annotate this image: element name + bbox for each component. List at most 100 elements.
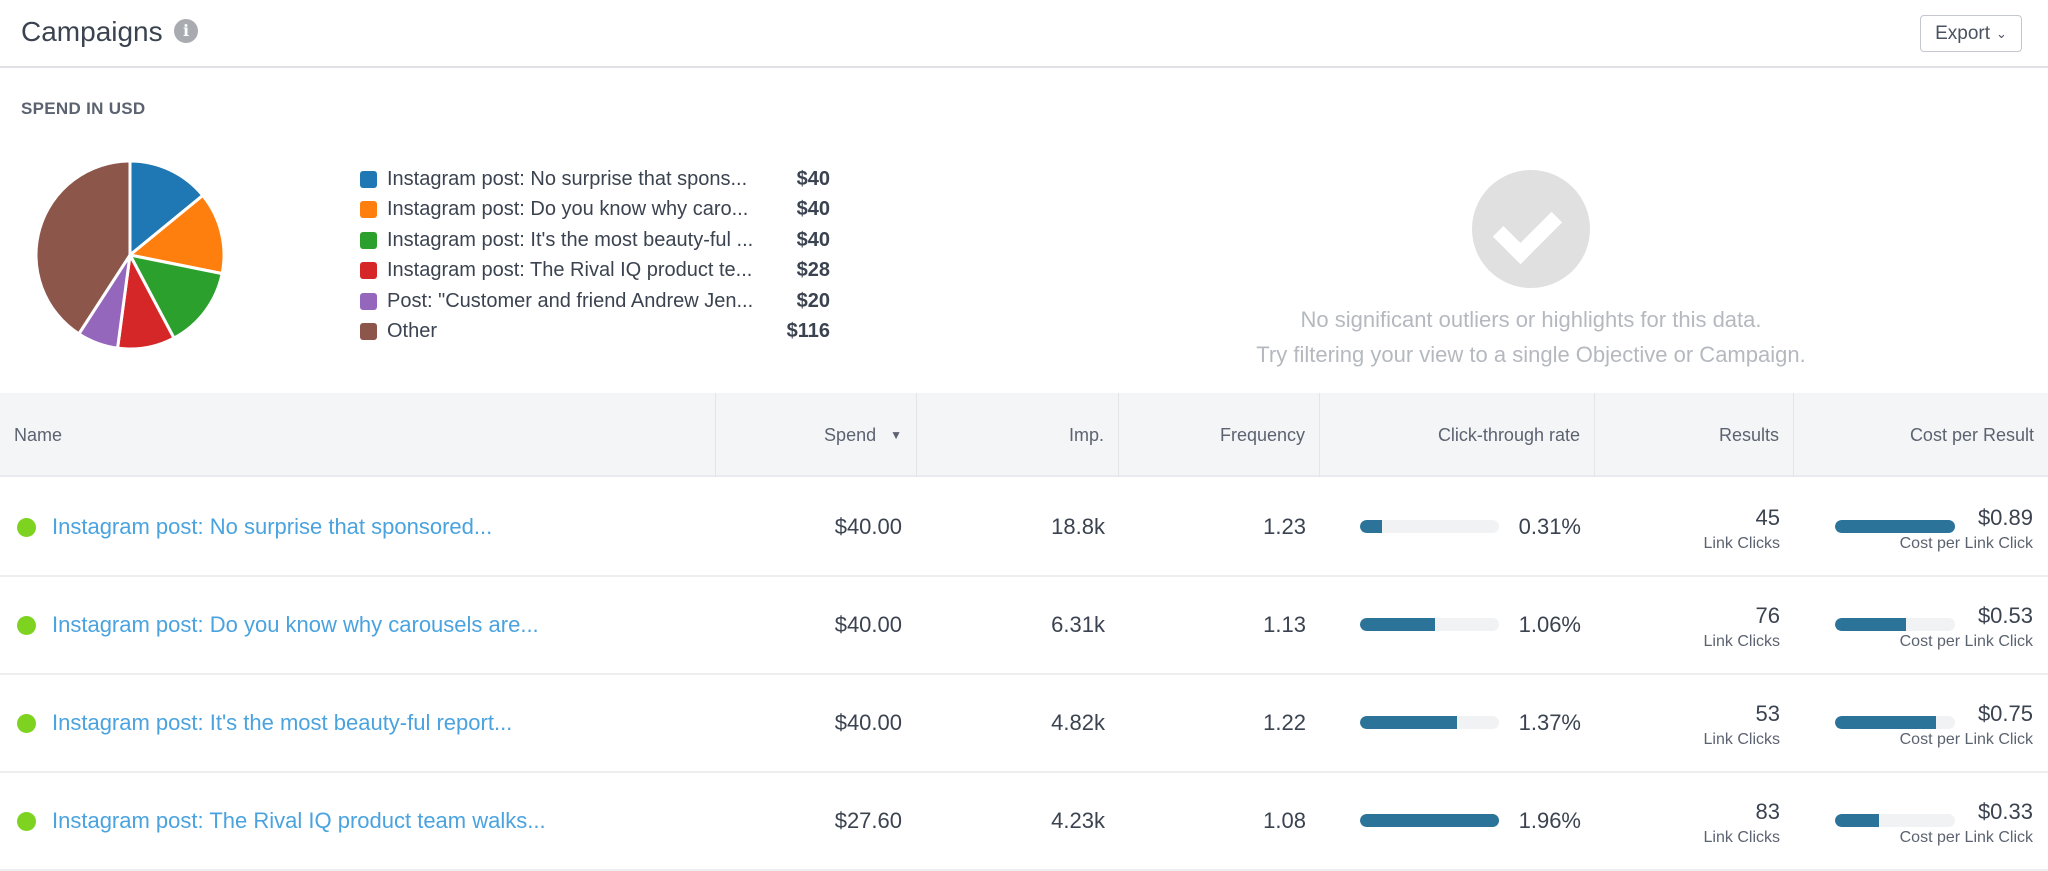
legend-item[interactable]: Post: "Customer and friend Andrew Jen...… bbox=[360, 286, 830, 317]
cost-per-result-value: $0.89 bbox=[1977, 505, 2033, 530]
info-icon[interactable]: i bbox=[174, 19, 198, 43]
legend-swatch bbox=[360, 292, 377, 310]
legend-value: $20 bbox=[796, 289, 830, 312]
page-header: Campaigns i Export ⌄ bbox=[0, 0, 2048, 68]
status-active-icon bbox=[17, 518, 36, 537]
legend-value: $40 bbox=[796, 228, 830, 251]
check-circle-icon bbox=[1472, 170, 1590, 288]
cost-per-result-value: $0.33 bbox=[1977, 799, 2033, 824]
spend-value: $27.60 bbox=[834, 808, 902, 833]
status-active-icon bbox=[17, 616, 36, 635]
ctr-bar bbox=[1360, 814, 1499, 827]
spend-value: $40.00 bbox=[834, 612, 902, 637]
status-active-icon bbox=[17, 812, 36, 831]
frequency-value: 1.22 bbox=[1263, 710, 1306, 735]
results-label: Link Clicks bbox=[1703, 731, 1780, 748]
column-results[interactable]: Results bbox=[1595, 393, 1794, 477]
ctr-value: 1.37% bbox=[1518, 710, 1581, 735]
legend-item[interactable]: Instagram post: The Rival IQ product te.… bbox=[360, 256, 830, 287]
table-row: Instagram post: No surprise that sponsor… bbox=[0, 479, 2048, 577]
legend-label: Post: "Customer and friend Andrew Jen... bbox=[387, 289, 754, 312]
cost-bar bbox=[1835, 814, 1955, 827]
legend-value: $116 bbox=[786, 320, 830, 343]
cost-bar bbox=[1835, 520, 1955, 533]
no-highlights-message: No significant outliers or highlights fo… bbox=[1100, 170, 1962, 372]
legend-item[interactable]: Other $116 bbox=[360, 317, 830, 348]
ctr-value: 1.06% bbox=[1518, 612, 1581, 637]
column-name[interactable]: Name bbox=[0, 393, 716, 477]
ctr-value: 0.31% bbox=[1518, 514, 1581, 539]
sort-desc-icon: ▼ bbox=[890, 428, 902, 442]
campaign-link[interactable]: Instagram post: Do you know why carousel… bbox=[52, 612, 539, 637]
legend-swatch bbox=[360, 231, 377, 249]
impressions-value: 18.8k bbox=[1051, 514, 1105, 539]
pie-slice[interactable] bbox=[127, 252, 224, 341]
table-row: Instagram post: It's the most beauty-ful… bbox=[0, 675, 2048, 773]
ctr-value: 1.96% bbox=[1518, 808, 1581, 833]
legend-swatch bbox=[360, 323, 377, 341]
column-impressions[interactable]: Imp. bbox=[917, 393, 1119, 477]
legend-label: Instagram post: It's the most beauty-ful… bbox=[387, 228, 754, 251]
legend-swatch bbox=[360, 170, 377, 188]
table-row: Instagram post: The Rival IQ product tea… bbox=[0, 773, 2048, 871]
campaign-link[interactable]: Instagram post: It's the most beauty-ful… bbox=[52, 710, 513, 735]
cost-per-result-value: $0.75 bbox=[1977, 701, 2033, 726]
legend-item[interactable]: Instagram post: No surprise that spons..… bbox=[360, 164, 830, 195]
legend-label: Instagram post: Do you know why caro... bbox=[387, 198, 749, 221]
status-active-icon bbox=[17, 714, 36, 733]
results-label: Link Clicks bbox=[1703, 829, 1780, 846]
spend-chart-title: SPEND IN USD bbox=[21, 99, 146, 118]
legend-item[interactable]: Instagram post: Do you know why caro... $… bbox=[360, 195, 830, 226]
cost-per-result-label: Cost per Link Click bbox=[1899, 535, 2033, 552]
cost-per-result-label: Cost per Link Click bbox=[1899, 829, 2033, 846]
results-value: 45 bbox=[1755, 505, 1780, 530]
pie-slice[interactable] bbox=[34, 159, 132, 336]
results-value: 53 bbox=[1755, 701, 1780, 726]
frequency-value: 1.13 bbox=[1263, 612, 1306, 637]
impressions-value: 4.23k bbox=[1051, 808, 1105, 833]
chevron-down-icon: ⌄ bbox=[1996, 25, 2007, 41]
frequency-value: 1.08 bbox=[1263, 808, 1306, 833]
legend-value: $40 bbox=[796, 198, 830, 221]
export-button[interactable]: Export ⌄ bbox=[1920, 15, 2022, 52]
ctr-bar bbox=[1360, 716, 1499, 729]
impressions-value: 4.82k bbox=[1051, 710, 1105, 735]
spend-value: $40.00 bbox=[834, 514, 902, 539]
column-ctr[interactable]: Click-through rate bbox=[1320, 393, 1595, 477]
column-frequency[interactable]: Frequency bbox=[1119, 393, 1320, 477]
cost-per-result-label: Cost per Link Click bbox=[1899, 731, 2033, 748]
cost-per-result-value: $0.53 bbox=[1977, 603, 2033, 628]
pie-legend: Instagram post: No surprise that spons..… bbox=[360, 164, 830, 347]
page-title: Campaigns bbox=[21, 16, 163, 47]
export-label: Export bbox=[1935, 22, 1990, 44]
cost-bar bbox=[1835, 618, 1955, 631]
campaign-link[interactable]: Instagram post: No surprise that sponsor… bbox=[52, 514, 493, 539]
legend-value: $40 bbox=[796, 167, 830, 190]
frequency-value: 1.23 bbox=[1263, 514, 1306, 539]
table-header: Name Spend ▼ Imp. Frequency Click-through… bbox=[0, 393, 2048, 477]
results-value: 76 bbox=[1755, 603, 1780, 628]
campaign-link[interactable]: Instagram post: The Rival IQ product tea… bbox=[52, 808, 546, 833]
column-cost-per-result[interactable]: Cost per Result bbox=[1909, 424, 2034, 445]
ctr-bar bbox=[1360, 618, 1499, 631]
empty-line-2: Try filtering your view to a single Obje… bbox=[1256, 342, 1806, 367]
results-label: Link Clicks bbox=[1703, 535, 1780, 552]
legend-label: Instagram post: The Rival IQ product te.… bbox=[387, 259, 753, 282]
table-row: Instagram post: Do you know why carousel… bbox=[0, 577, 2048, 675]
legend-label: Instagram post: No surprise that spons..… bbox=[387, 167, 748, 190]
legend-item[interactable]: Instagram post: It's the most beauty-ful… bbox=[360, 225, 830, 256]
column-spend[interactable]: Spend ▼ bbox=[716, 393, 917, 477]
spend-value: $40.00 bbox=[834, 710, 902, 735]
pie-slice[interactable] bbox=[128, 159, 205, 259]
pie-slice[interactable] bbox=[126, 193, 226, 276]
legend-value: $28 bbox=[796, 259, 830, 282]
legend-label: Other bbox=[387, 320, 438, 343]
spend-pie-chart bbox=[34, 159, 226, 351]
cost-bar bbox=[1835, 716, 1955, 729]
column-spend-label: Spend bbox=[824, 424, 877, 445]
cost-per-result-label: Cost per Link Click bbox=[1899, 633, 2033, 650]
results-value: 83 bbox=[1755, 799, 1780, 824]
ctr-bar bbox=[1360, 520, 1499, 533]
empty-line-1: No significant outliers or highlights fo… bbox=[1300, 307, 1762, 332]
legend-swatch bbox=[360, 201, 377, 219]
